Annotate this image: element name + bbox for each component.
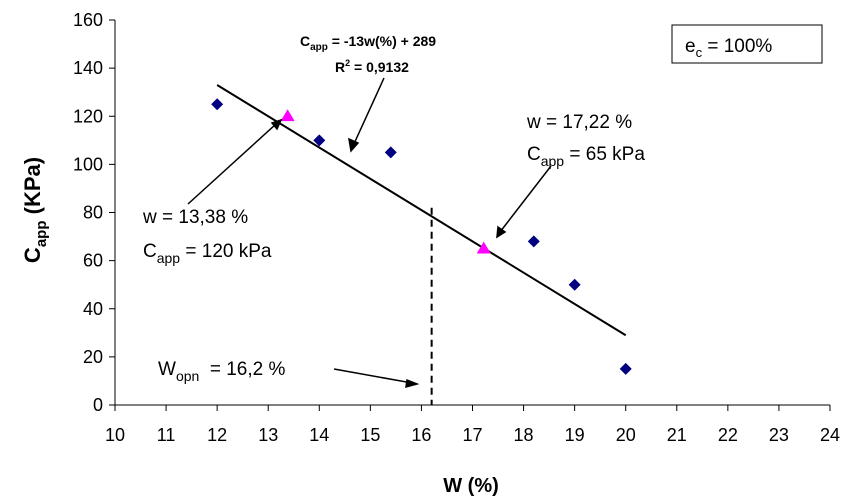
- arrow-equation: [352, 77, 385, 147]
- annotation-right-c-value: = 65 kPa: [564, 144, 645, 165]
- data-point-triangle: [476, 241, 491, 254]
- trendline: [216, 84, 627, 337]
- x-tick-label: 10: [105, 425, 125, 445]
- annotation-right-c-sub: app: [541, 153, 565, 169]
- arrow-right: [499, 165, 552, 233]
- annotation-left-c-value: = 120 kPa: [180, 241, 272, 262]
- x-tick-label: 22: [718, 425, 738, 445]
- y-axis-title-sub: app: [33, 221, 50, 248]
- equation-formula: = -13w(%) + 289: [328, 33, 436, 49]
- points-layer: [211, 98, 632, 375]
- equation-r: R: [335, 59, 345, 75]
- y-axis-title: Capp (KPa): [20, 157, 50, 263]
- data-point-diamond: [568, 278, 581, 291]
- equation-line-1: Capp = -13w(%) + 289: [300, 33, 436, 53]
- annotation-right-c-main: C: [527, 144, 541, 165]
- annotation-right-c: Capp = 65 kPa: [527, 144, 645, 169]
- y-tick-label: 120: [73, 106, 103, 126]
- data-point-diamond: [527, 235, 540, 248]
- ticks-layer: 0 20 40 60 80 100 120 140 160 10 11 12 13 14 15 16 17 18 1…: [73, 10, 840, 445]
- data-point-diamond: [619, 362, 632, 375]
- arrow-wopn-head: [405, 378, 420, 389]
- x-tick-label: 16: [411, 425, 431, 445]
- y-tick-label: 100: [73, 154, 103, 174]
- equation-c-sub: app: [310, 42, 328, 53]
- arrow-left-head: [270, 118, 283, 131]
- y-tick-label: 60: [83, 251, 103, 271]
- data-point-diamond: [211, 98, 224, 111]
- y-axis-title-main: C: [20, 247, 45, 263]
- equation-c: C: [300, 33, 310, 49]
- x-axis-title: W (%): [443, 475, 499, 497]
- legend-e: e: [685, 36, 696, 57]
- x-tick-label: 13: [258, 425, 278, 445]
- x-tick-label: 21: [667, 425, 687, 445]
- annotation-right-w: w = 17,22 %: [526, 112, 632, 133]
- annotation-left-c: Capp = 120 kPa: [143, 241, 272, 266]
- trend-layer: [216, 84, 627, 405]
- annotation-wopn-value: = 16,2 %: [199, 359, 285, 380]
- y-tick-label: 80: [83, 203, 103, 223]
- data-point-diamond: [384, 146, 397, 159]
- annotation-arrows: [187, 77, 552, 389]
- annotation-left-w: w = 13,38 %: [142, 207, 248, 228]
- arrow-wopn: [333, 368, 413, 384]
- annotation-wopn: Wopn = 16,2 %: [158, 359, 285, 384]
- legend-text: ec = 100%: [685, 36, 772, 60]
- x-tick-label: 24: [820, 425, 840, 445]
- legend-e-sub: c: [696, 45, 703, 60]
- x-tick-label: 11: [157, 425, 176, 445]
- x-tick-label: 20: [616, 425, 636, 445]
- arrow-equation-head: [348, 137, 360, 153]
- x-tick-label: 23: [769, 425, 789, 445]
- arrow-left: [187, 123, 277, 205]
- x-tick-label: 18: [514, 425, 534, 445]
- equation-r-sup: 2: [345, 58, 350, 68]
- x-tick-label: 14: [309, 425, 329, 445]
- equation-line-2: R2 = 0,9132: [335, 58, 409, 75]
- annotation-wopn-main: W: [158, 359, 176, 380]
- annotation-left-c-main: C: [143, 241, 157, 262]
- data-point-triangle: [280, 109, 295, 122]
- x-tick-label: 19: [565, 425, 585, 445]
- y-tick-label: 40: [83, 299, 103, 319]
- equation-r-value: = 0,9132: [350, 59, 409, 75]
- y-axis-title-rest: (KPa): [20, 157, 45, 221]
- annotation-wopn-sub: opn: [176, 368, 199, 384]
- y-tick-label: 160: [73, 10, 103, 30]
- x-tick-label: 15: [360, 425, 380, 445]
- data-point-diamond: [313, 134, 326, 147]
- y-tick-label: 140: [73, 58, 103, 78]
- annotation-left-c-sub: app: [157, 250, 181, 266]
- arrow-right-head: [496, 225, 507, 239]
- y-tick-label: 0: [93, 395, 103, 415]
- legend-box: [671, 24, 823, 64]
- legend-value: = 100%: [702, 36, 772, 57]
- x-tick-label: 17: [462, 425, 482, 445]
- x-tick-label: 12: [207, 425, 227, 445]
- y-tick-label: 20: [83, 347, 103, 367]
